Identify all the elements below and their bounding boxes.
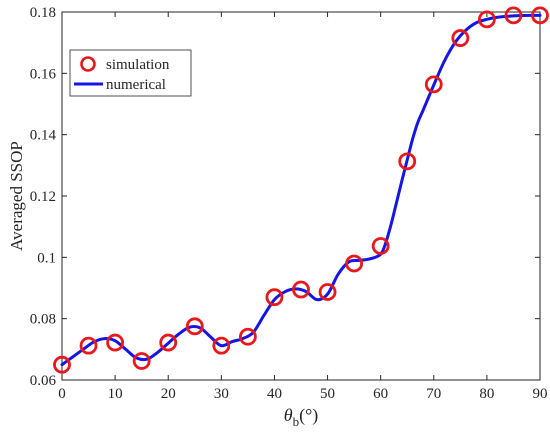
simulation-point xyxy=(132,352,151,370)
series-layer xyxy=(53,6,549,374)
simulation-point xyxy=(185,317,204,336)
simulation-point xyxy=(292,280,310,299)
x-tick-label: 0 xyxy=(58,386,66,402)
x-axis-ticks: 0 10 20 30 40 50 60 70 80 90 xyxy=(58,12,548,402)
y-tick-label: 0.12 xyxy=(30,189,56,205)
simulation-point xyxy=(477,10,496,29)
x-tick-label: 60 xyxy=(373,386,388,402)
x-axis-label-subscript: b xyxy=(293,414,300,429)
y-tick-label: 0.16 xyxy=(30,66,57,82)
simulation-point xyxy=(159,333,178,352)
simulation-point xyxy=(106,333,125,352)
x-axis-label-symbol: θ xyxy=(284,405,293,425)
legend-simulation-label: simulation xyxy=(106,57,170,73)
simulation-point xyxy=(212,336,231,355)
x-tick-label: 80 xyxy=(479,386,494,402)
x-axis-label: θb(°) xyxy=(284,405,319,429)
simulation-point xyxy=(398,152,417,171)
x-tick-label: 70 xyxy=(426,386,441,402)
simulation-point xyxy=(318,283,337,301)
y-tick-label: 0.08 xyxy=(30,312,56,328)
y-tick-label: 0.14 xyxy=(30,128,57,144)
simulation-point xyxy=(451,29,470,47)
x-axis-label-unit: (°) xyxy=(299,405,318,426)
simulation-point xyxy=(504,6,523,25)
x-tick-label: 30 xyxy=(214,386,229,402)
x-tick-label: 90 xyxy=(533,386,548,402)
simulation-point xyxy=(53,355,71,374)
simulation-point xyxy=(531,6,549,25)
simulation-point xyxy=(265,288,284,307)
y-axis-ticks: 0.06 0.08 0.1 0.12 0.14 0.16 0.18 xyxy=(30,5,540,389)
simulation-point xyxy=(345,254,364,273)
legend-numerical-label: numerical xyxy=(106,77,166,93)
y-axis-label: Averaged SSOP xyxy=(7,141,26,251)
simulation-point xyxy=(238,327,257,346)
simulation-point xyxy=(79,336,98,355)
x-tick-label: 10 xyxy=(108,386,123,402)
simulation-point xyxy=(371,237,390,255)
x-tick-label: 40 xyxy=(267,386,282,402)
x-tick-label: 20 xyxy=(161,386,176,402)
y-tick-label: 0.18 xyxy=(30,5,56,21)
y-tick-label: 0.1 xyxy=(37,250,56,266)
y-tick-label: 0.06 xyxy=(30,373,57,389)
x-tick-label: 50 xyxy=(320,386,335,402)
legend: simulation numerical xyxy=(69,49,192,97)
simulation-point xyxy=(424,75,443,94)
legend-simulation-marker xyxy=(80,56,96,72)
